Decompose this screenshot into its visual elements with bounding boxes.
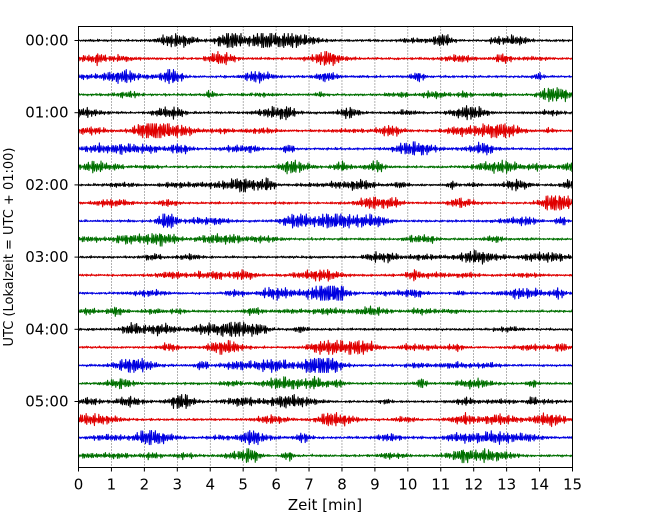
seismogram-trace [77, 105, 573, 121]
seismogram-trace [78, 32, 573, 49]
y-axis: 00:00 01:00 02:00 03:00 04:00 05:00 [25, 32, 79, 411]
seismogram-trace [77, 305, 574, 317]
seismogram-trace [77, 159, 574, 175]
x-tick-label: 10 [398, 476, 417, 494]
x-tick-label: 4 [205, 476, 215, 494]
x-tick-label: 13 [497, 476, 516, 494]
trace-layer [77, 32, 574, 464]
x-tick-label: 7 [304, 476, 314, 494]
seismogram-trace [77, 339, 573, 355]
x-tick-label: 2 [140, 476, 150, 494]
x-axis: 0 1 2 3 4 5 6 7 8 9 10 11 12 13 14 15 [74, 467, 582, 494]
seismogram-trace [78, 249, 574, 265]
seismogram-trace [78, 177, 574, 193]
x-tick-label: 3 [173, 476, 183, 494]
seismogram-trace [77, 51, 573, 67]
y-tick-label: 03:00 [25, 248, 68, 266]
seismogram-trace [77, 123, 573, 139]
x-tick-label: 0 [74, 476, 84, 494]
seismogram-trace [78, 195, 574, 211]
y-tick-label: 02:00 [25, 176, 68, 194]
x-tick-label: 9 [370, 476, 380, 494]
x-tick-label: 14 [530, 476, 549, 494]
x-tick-label: 12 [464, 476, 483, 494]
seismogram-trace [77, 69, 573, 85]
y-axis-label: UTC (Lokalzeit = UTC + 01:00) [2, 148, 17, 347]
seismogram-trace [78, 375, 573, 390]
seismogram-trace [77, 448, 573, 464]
seismogram-trace [78, 87, 574, 103]
seismogram-trace [77, 233, 573, 247]
x-tick-label: 5 [238, 476, 248, 494]
seismogram-trace [77, 357, 573, 373]
y-tick-label: 00:00 [25, 32, 68, 50]
x-tick-label: 8 [337, 476, 347, 494]
x-tick-label: 11 [431, 476, 450, 494]
seismogram-trace [77, 141, 573, 156]
seismogram-trace [77, 393, 573, 410]
plot-frame [78, 26, 573, 468]
seismogram-trace [78, 412, 574, 428]
x-axis-label: Zeit [min] [288, 496, 362, 514]
x-tick-label: 6 [271, 476, 281, 494]
seismogram-trace [78, 321, 573, 337]
seismogram-trace [77, 285, 574, 301]
x-tick-label: 15 [563, 476, 582, 494]
seismogram-trace [78, 430, 574, 446]
seismogram-trace [78, 269, 573, 282]
y-tick-label: 04:00 [25, 320, 68, 338]
y-tick-label: 05:00 [25, 393, 68, 411]
y-tick-label: 01:00 [25, 104, 68, 122]
seismogram-trace [77, 213, 573, 229]
x-tick-label: 1 [107, 476, 117, 494]
